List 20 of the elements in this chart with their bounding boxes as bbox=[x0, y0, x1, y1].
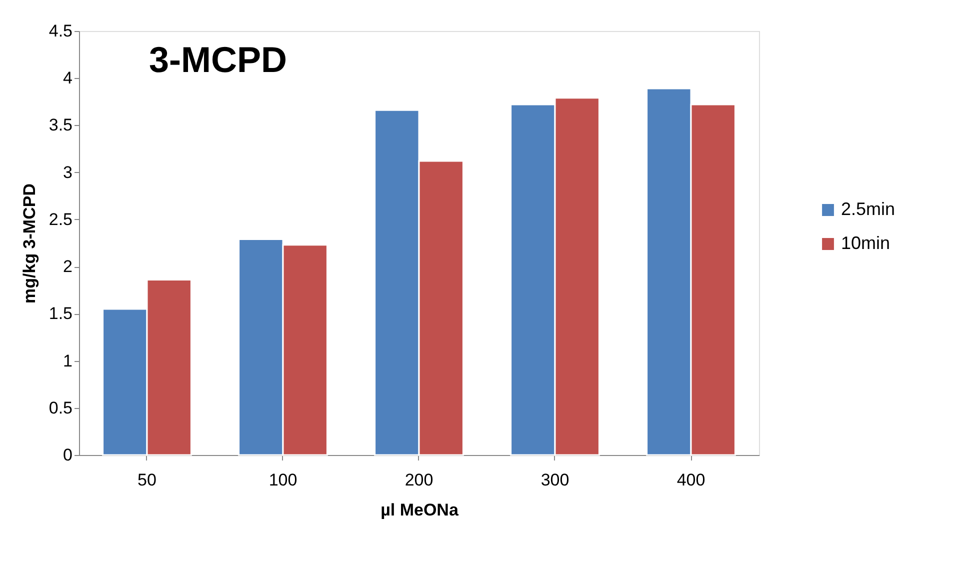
y-tick-label: 0 bbox=[63, 446, 72, 464]
x-tick-label: 400 bbox=[676, 470, 706, 490]
legend-label: 2.5min bbox=[841, 199, 896, 219]
y-tick-label: 2 bbox=[63, 257, 72, 276]
y-axis-title: mg/kg 3-MCPD bbox=[20, 184, 39, 304]
y-tick-label: 3.5 bbox=[48, 116, 72, 135]
y-tick-label: 4.5 bbox=[48, 22, 72, 40]
y-tick-label: 3 bbox=[63, 162, 72, 182]
x-tick-label: 300 bbox=[540, 470, 570, 490]
legend-label: 10min bbox=[841, 233, 890, 253]
x-tick-label: 50 bbox=[138, 470, 156, 490]
chart-title: 3-MCPD bbox=[149, 39, 288, 80]
y-tick-label: 0.5 bbox=[48, 398, 72, 418]
y-tick-label: 1 bbox=[63, 351, 72, 370]
x-tick-label: 200 bbox=[404, 470, 434, 490]
x-axis-title: µl MeONa bbox=[380, 500, 459, 520]
y-tick-label: 4 bbox=[63, 68, 72, 88]
y-tick-label: 2.5 bbox=[48, 210, 72, 229]
x-tick-label: 100 bbox=[268, 470, 298, 490]
y-tick-label: 1.5 bbox=[48, 304, 72, 324]
